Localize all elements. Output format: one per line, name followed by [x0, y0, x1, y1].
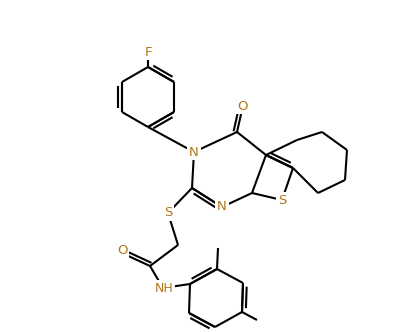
Text: NH: NH — [155, 282, 174, 294]
Text: O: O — [117, 243, 127, 257]
Text: S: S — [278, 194, 286, 207]
Text: N: N — [189, 145, 199, 158]
Text: O: O — [237, 100, 247, 113]
Text: N: N — [217, 201, 227, 213]
Text: F: F — [144, 45, 152, 58]
Text: S: S — [164, 207, 172, 219]
